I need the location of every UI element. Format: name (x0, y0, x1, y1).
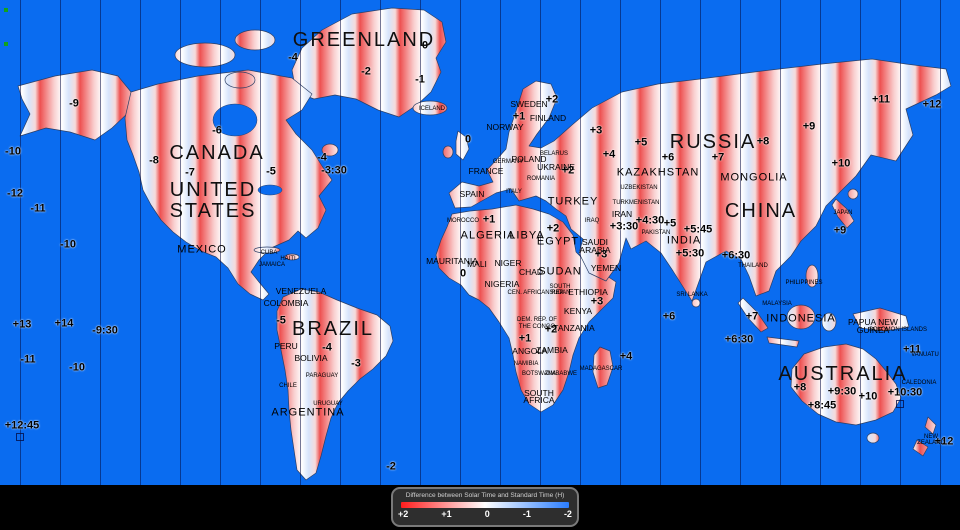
australia-landmass (790, 343, 902, 426)
iceland-landmass (412, 100, 448, 116)
japan-landmass (831, 198, 855, 229)
legend-tick: 0 (484, 509, 490, 519)
new-zealand-south-landmass (912, 439, 929, 457)
madagascar-landmass (592, 346, 614, 389)
legend-tick: +1 (441, 509, 452, 519)
timezone-inset-box (16, 433, 24, 441)
legend-tick: -1 (522, 509, 531, 519)
tasmania-landmass (866, 432, 880, 444)
java-landmass (766, 336, 800, 348)
united-kingdom-landmass (455, 130, 470, 161)
green-marker (4, 42, 8, 46)
arctic-island (174, 42, 236, 68)
borneo-landmass (786, 304, 816, 330)
timezone-inset-box (896, 400, 904, 408)
newfoundland-landmass (321, 143, 339, 157)
legend-ticks: +2 +1 0 -1 -2 (398, 509, 572, 519)
green-marker (4, 8, 8, 12)
philippines-landmass (805, 264, 819, 288)
ireland-landmass (442, 145, 454, 159)
great-lakes-water (257, 184, 283, 196)
sulawesi-landmass (821, 312, 837, 332)
arctic-island (224, 71, 256, 89)
sumatra-landmass (737, 297, 769, 333)
hispaniola-landmass (284, 253, 300, 261)
hudson-bay-water (212, 103, 258, 137)
legend-tick: +2 (398, 509, 409, 519)
south-america-landmass (276, 288, 394, 481)
new-guinea-landmass (852, 307, 910, 332)
arctic-island (234, 29, 276, 51)
alaska-landmass (17, 69, 132, 141)
hokkaido-landmass (847, 188, 859, 200)
legend: Difference between Solar Time and Standa… (391, 487, 579, 527)
new-zealand-north-landmass (924, 416, 937, 435)
greenland-landmass (291, 7, 447, 118)
legend-gradient-bar (401, 502, 569, 508)
legend-tick: -2 (563, 509, 572, 519)
cuba-landmass (253, 246, 281, 254)
legend-title: Difference between Solar Time and Standa… (405, 492, 565, 499)
world-landmass-layer (17, 7, 952, 481)
sri-lanka-landmass (691, 298, 701, 308)
